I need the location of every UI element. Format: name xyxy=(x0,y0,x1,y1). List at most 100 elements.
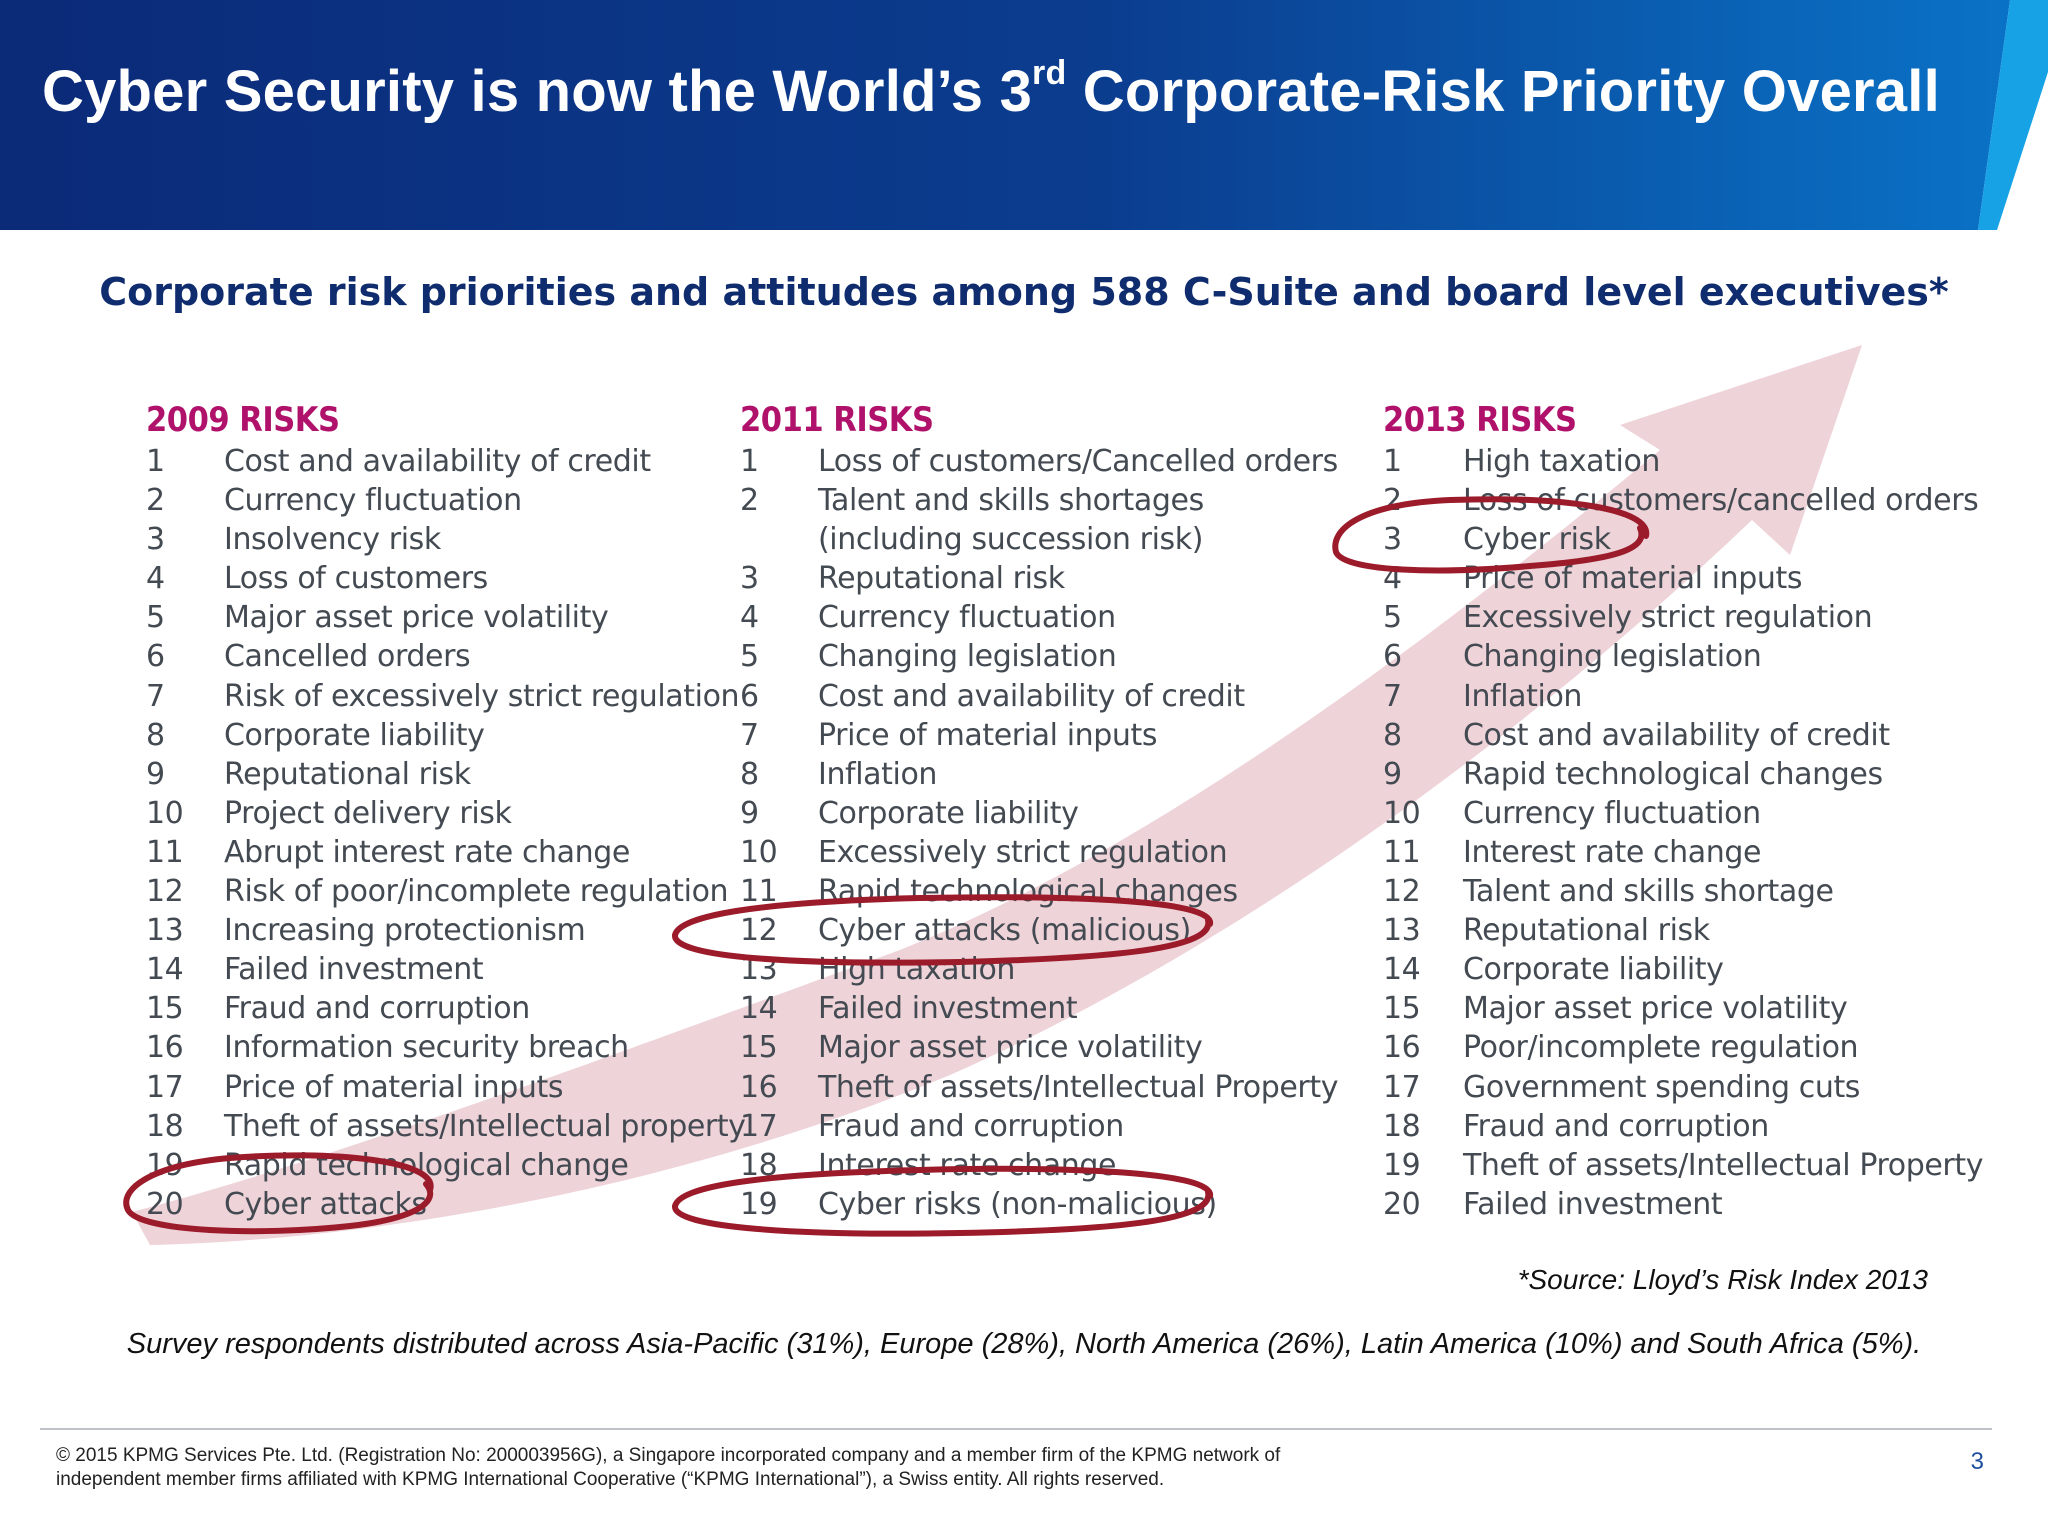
risk-row: 2 Talent and skills shortages xyxy=(740,481,1338,520)
risk-row: 9 Rapid technological changes xyxy=(1383,755,1983,794)
risk-label: Major asset price volatility xyxy=(224,600,609,636)
risk-rank: 10 xyxy=(146,795,184,831)
risk-label: Risk of excessively strict regulation xyxy=(224,678,740,714)
risk-label: Price of material inputs xyxy=(818,717,1158,753)
risk-label: Fraud and corruption xyxy=(224,991,530,1027)
risk-rank: 15 xyxy=(740,1030,778,1066)
risk-rank: 4 xyxy=(740,600,759,636)
risk-row: 15 Major asset price volatility xyxy=(1383,989,1983,1028)
risk-rank: 11 xyxy=(1383,834,1421,870)
risk-label: Currency fluctuation xyxy=(224,483,522,519)
risk-row: 8 Inflation xyxy=(740,755,1338,794)
risk-label: Rapid technological change xyxy=(224,1147,629,1183)
risk-rank: 6 xyxy=(1383,639,1402,675)
risk-row: 17 Fraud and corruption xyxy=(740,1107,1338,1146)
risk-label: Reputational risk xyxy=(224,756,471,792)
risk-rank: 19 xyxy=(146,1147,184,1183)
copyright-line: independent member firms affiliated with… xyxy=(56,1469,1165,1490)
risk-rank: 9 xyxy=(1383,756,1402,792)
slide-title: Cyber Security is now the World’s 3rd Co… xyxy=(42,54,1940,125)
risk-label: Loss of customers xyxy=(224,561,488,597)
risk-row: 2 Loss of customers/cancelled orders xyxy=(1383,481,1983,520)
risk-row: 14 Failed investment xyxy=(146,950,746,989)
risk-rank: 15 xyxy=(146,991,184,1027)
risk-row: 3 Reputational risk xyxy=(740,559,1338,598)
source-note: *Source: Lloyd’s Risk Index 2013 xyxy=(1517,1264,1928,1295)
title-superscript: rd xyxy=(1032,54,1067,92)
risk-row: 13 Reputational risk xyxy=(1383,911,1983,950)
risk-rank: 8 xyxy=(146,717,165,753)
risk-label: Cost and availability of credit xyxy=(1463,717,1890,753)
risk-rank: 1 xyxy=(740,444,759,479)
risk-rank: 5 xyxy=(1383,600,1402,636)
risk-row: 16 Information security breach xyxy=(146,1028,746,1067)
risk-row: 8 Cost and availability of credit xyxy=(1383,716,1983,755)
risk-row: 4 Loss of customers xyxy=(146,559,746,598)
risk-label: Reputational risk xyxy=(818,561,1065,597)
risk-row: 9 Reputational risk xyxy=(146,755,746,794)
risk-list-2011: 1 Loss of customers/Cancelled orders 2 Tal… xyxy=(740,442,1338,1224)
risk-row-highlighted: 12 Cyber attacks (malicious) xyxy=(740,911,1338,950)
risk-row: 11 Interest rate change xyxy=(1383,833,1983,872)
risk-label: Reputational risk xyxy=(1463,913,1710,949)
risk-rank: 1 xyxy=(146,444,165,479)
risk-label: Failed investment xyxy=(1463,1186,1723,1222)
risk-rank: 13 xyxy=(146,913,184,949)
risk-rank: 3 xyxy=(740,561,759,597)
risk-label: Changing legislation xyxy=(818,639,1117,675)
risk-rank: 12 xyxy=(740,913,778,949)
risk-rank: 4 xyxy=(1383,561,1402,597)
risk-label: Major asset price volatility xyxy=(818,1030,1203,1066)
risk-label: Fraud and corruption xyxy=(818,1108,1124,1144)
risk-row: 14 Failed investment xyxy=(740,989,1338,1028)
risk-label: Loss of customers/cancelled orders xyxy=(1463,483,1979,519)
risk-rank: 10 xyxy=(740,834,778,870)
risk-row: 11 Rapid technological changes xyxy=(740,872,1338,911)
risk-rank: 11 xyxy=(146,834,184,870)
risk-rank: 17 xyxy=(1383,1069,1421,1105)
risk-rank: 14 xyxy=(146,952,184,988)
risk-label: Theft of assets/Intellectual Property xyxy=(1463,1147,1984,1183)
risk-label: Fraud and corruption xyxy=(1463,1108,1769,1144)
risk-rank: 17 xyxy=(740,1108,778,1144)
risk-rank: 4 xyxy=(146,561,165,597)
survey-note: Survey respondents distributed across As… xyxy=(126,1328,1922,1360)
risk-rank: 19 xyxy=(740,1186,778,1222)
risk-rank: 18 xyxy=(146,1108,184,1144)
risk-row: 16 Theft of assets/Intellectual Property xyxy=(740,1068,1338,1107)
risk-rank: 7 xyxy=(146,678,165,714)
risk-row-highlighted: 19 Cyber risks (non-malicious) xyxy=(740,1185,1338,1224)
risk-rank: 20 xyxy=(146,1186,184,1222)
risk-list-2013: 1 High taxation 2 Loss of customers/cancel… xyxy=(1383,442,1983,1224)
risk-rank: 16 xyxy=(740,1069,778,1105)
risk-label: Loss of customers/Cancelled orders xyxy=(818,444,1338,479)
risk-label: Increasing protectionism xyxy=(224,913,586,949)
risk-row: 5 Excessively strict regulation xyxy=(1383,598,1983,637)
risk-rank: 9 xyxy=(146,756,165,792)
risk-label: Major asset price volatility xyxy=(1463,991,1848,1027)
risk-label: Information security breach xyxy=(224,1030,629,1066)
risk-label: Currency fluctuation xyxy=(818,600,1116,636)
risk-label: Government spending cuts xyxy=(1463,1069,1861,1105)
risk-rank: 8 xyxy=(740,756,759,792)
risk-row: 5 Changing legislation xyxy=(740,637,1338,676)
risks-2009-column: 2009 RISKS 1 Cost and availability of cre… xyxy=(146,398,746,1224)
risk-label: Theft of assets/Intellectual property xyxy=(224,1108,746,1144)
risk-rank: 16 xyxy=(146,1030,184,1066)
risk-rank: 13 xyxy=(740,952,778,988)
risk-rank: 10 xyxy=(1383,795,1421,831)
risk-row-highlighted: 3 Cyber risk xyxy=(1383,520,1983,559)
risk-row: 12 Talent and skills shortage xyxy=(1383,872,1983,911)
risk-row: 11 Abrupt interest rate change xyxy=(146,833,746,872)
column-heading-2011: 2011 RISKS xyxy=(740,400,934,440)
risk-rank: 3 xyxy=(146,522,165,558)
risk-row: 7 Price of material inputs xyxy=(740,716,1338,755)
risk-label: Failed investment xyxy=(818,991,1078,1027)
risk-rank: 6 xyxy=(740,678,759,714)
risk-row: 7 Risk of excessively strict regulation xyxy=(146,677,746,716)
risk-row: 3 Insolvency risk xyxy=(146,520,746,559)
risk-row: 10 Project delivery risk xyxy=(146,794,746,833)
risk-row: 16 Poor/incomplete regulation xyxy=(1383,1028,1983,1067)
risk-label: Inflation xyxy=(818,756,938,792)
